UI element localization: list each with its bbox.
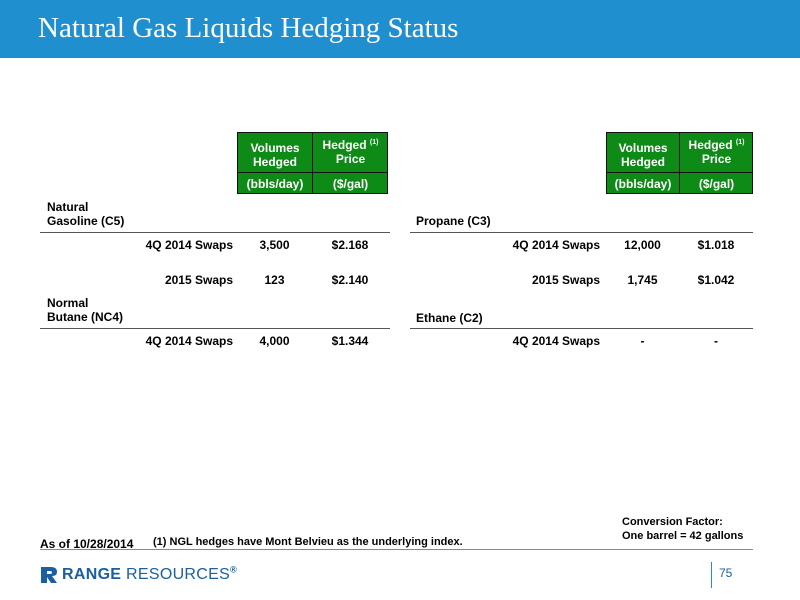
footnote-ref: (1)	[369, 139, 379, 146]
row-label: 2015 Swaps	[531, 273, 600, 287]
footnote: (1) NGL hedges have Mont Belvieu as the …	[153, 536, 463, 548]
volumes-header: Volumes Hedged	[618, 141, 668, 169]
row-label: 4Q 2014 Swaps	[512, 238, 600, 252]
price-header: Hedged (1) Price	[322, 138, 379, 166]
row-label: 4Q 2014 Swaps	[512, 334, 600, 348]
price-value: -	[714, 334, 718, 348]
volume-value: -	[640, 334, 645, 348]
right-table-header: Volumes Hedged Hedged (1) Price (bbls/day)…	[606, 132, 753, 194]
section-label-normal-butane: Normal Butane (NC4)	[47, 296, 124, 324]
volume-value: 3,500	[259, 238, 290, 252]
page-number: 75	[719, 566, 733, 580]
volume-value: 4,000	[259, 334, 290, 348]
left-table-header: Volumes Hedged Hedged (1) Price (bbls/day)…	[237, 132, 388, 194]
range-resources-logo-icon	[41, 567, 57, 583]
volumes-header: Volumes Hedged	[250, 141, 300, 169]
price-unit: ($/gal)	[698, 177, 735, 191]
conversion-factor: Conversion Factor: One barrel = 42 gallon…	[622, 516, 744, 542]
section-label-natural-gasoline: Natural Gasoline (C5)	[47, 200, 125, 228]
page-number-separator	[711, 562, 712, 588]
divider	[40, 232, 390, 233]
footnote-ref: (1)	[735, 139, 745, 146]
volumes-unit: (bbls/day)	[246, 177, 304, 191]
as-of-date: As of 10/28/2014	[40, 537, 134, 551]
volume-value: 123	[264, 273, 285, 287]
price-unit: ($/gal)	[332, 177, 369, 191]
price-value: $1.344	[331, 334, 369, 348]
volume-value: 12,000	[624, 238, 661, 252]
row-label: 4Q 2014 Swaps	[145, 334, 233, 348]
price-header: Hedged (1) Price	[688, 138, 745, 166]
row-label: 2015 Swaps	[164, 273, 233, 287]
volumes-unit: (bbls/day)	[614, 177, 672, 191]
volume-value: 1,745	[627, 273, 658, 287]
section-label-propane: Propane (C3)	[416, 214, 491, 228]
title-bar: Natural Gas Liquids Hedging Status	[0, 0, 800, 58]
price-value: $2.168	[331, 238, 369, 252]
divider	[40, 328, 390, 329]
price-value: $2.140	[331, 273, 369, 287]
price-value: $1.042	[697, 273, 735, 287]
divider	[410, 328, 753, 329]
footer-divider	[40, 549, 753, 550]
page-title: Natural Gas Liquids Hedging Status	[38, 12, 459, 44]
row-label: 4Q 2014 Swaps	[145, 238, 233, 252]
section-label-ethane: Ethane (C2)	[416, 311, 483, 325]
company-logo-text: RANGE RESOURCES®	[62, 564, 238, 583]
divider	[410, 232, 753, 233]
price-value: $1.018	[697, 238, 735, 252]
